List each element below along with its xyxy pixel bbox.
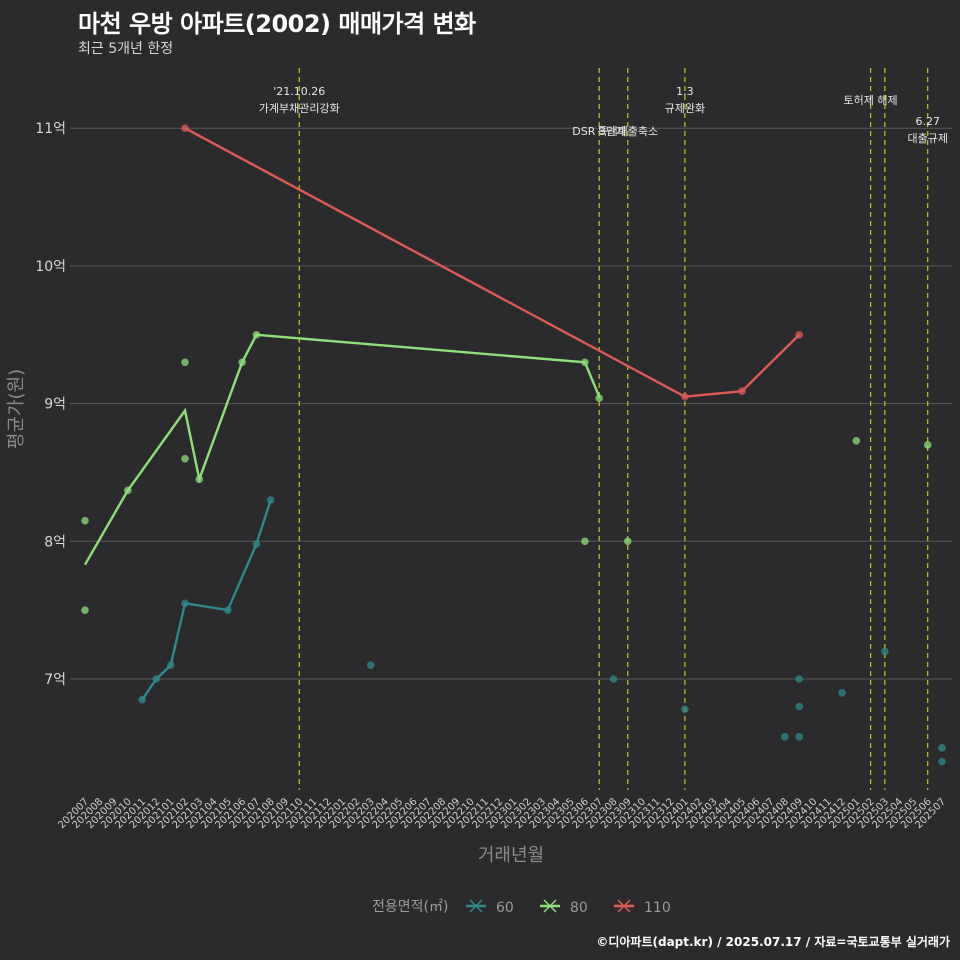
y-tick-label: 9억 [44, 397, 66, 413]
data-point-60 [681, 705, 689, 714]
y-tick-label: 10억 [35, 259, 66, 275]
legend-key-mark [469, 899, 483, 913]
data-point-60 [795, 733, 803, 741]
y-tick-label: 11억 [35, 121, 66, 137]
data-point-60 [138, 695, 146, 704]
chart-title: 마천 우방 아파트(2002) 매매가격 변화 [78, 10, 476, 38]
series-line-60 [141, 499, 272, 701]
data-point-60 [609, 675, 618, 683]
series-line-110 [184, 127, 801, 398]
data-point-60 [795, 702, 803, 711]
data-point-80 [252, 330, 261, 339]
data-point-80 [581, 537, 589, 546]
data-point-60 [838, 688, 846, 697]
data-point-80 [238, 358, 246, 367]
data-point-80 [852, 436, 861, 445]
data-point-80 [81, 516, 89, 525]
data-point-60 [938, 757, 946, 766]
data-point-60 [366, 661, 375, 670]
data-point-60 [166, 661, 175, 670]
data-point-80 [195, 475, 204, 484]
legend-label: 110 [644, 900, 671, 916]
policy-event-label: 토허제 해제 [844, 93, 898, 107]
data-point-110 [181, 124, 189, 132]
y-tick-label: 8억 [44, 534, 66, 550]
data-point-80 [595, 394, 603, 402]
data-point-60 [266, 496, 275, 504]
data-point-80 [181, 454, 189, 463]
chart-subtitle: 최근 5개년 한정 [78, 41, 174, 57]
data-point-60 [181, 599, 189, 608]
data-point-110 [738, 387, 746, 396]
legend-key-mark [543, 899, 557, 913]
data-point-80 [124, 486, 132, 495]
data-point-110 [795, 330, 803, 339]
policy-event-label: 특례대출축소 [597, 125, 658, 138]
data-point-110 [681, 392, 689, 401]
series-line-80 [83, 333, 601, 566]
policy-event-label: 대출규제 [907, 132, 947, 145]
x-axis-title: 거래년월 [478, 845, 544, 866]
data-point-60 [881, 647, 889, 656]
data-point-80 [81, 606, 89, 614]
data-point-60 [938, 744, 946, 752]
y-tick-label: 7억 [44, 672, 66, 688]
legend-label: 60 [496, 900, 514, 916]
policy-event-label: 6.27 [915, 115, 940, 128]
data-point-60 [795, 675, 803, 683]
policy-event-label: '21.10.26 [273, 85, 325, 98]
policy-event-label: 가계부채관리강화 [259, 102, 340, 115]
legend-title: 전용면적(㎡) [372, 899, 448, 915]
data-point-60 [224, 606, 232, 614]
policy-event-label: DSR 3단계 [572, 125, 626, 138]
legend-label: 80 [570, 900, 588, 916]
data-point-60 [152, 675, 161, 683]
policy-event-label: 1.3 [676, 85, 694, 98]
legend-key-mark [617, 899, 631, 913]
data-point-80 [623, 537, 632, 546]
data-point-80 [923, 441, 932, 449]
policy-event-label: 규제완화 [665, 102, 705, 115]
data-point-60 [252, 540, 261, 548]
data-point-80 [581, 358, 589, 367]
y-axis-title: 평균가(원) [6, 369, 27, 449]
source-caption: ©디아파트(dapt.kr) / 2025.07.17 / 자료=국토교통부 실… [596, 935, 950, 949]
data-point-80 [181, 358, 189, 367]
data-point-60 [781, 733, 789, 741]
